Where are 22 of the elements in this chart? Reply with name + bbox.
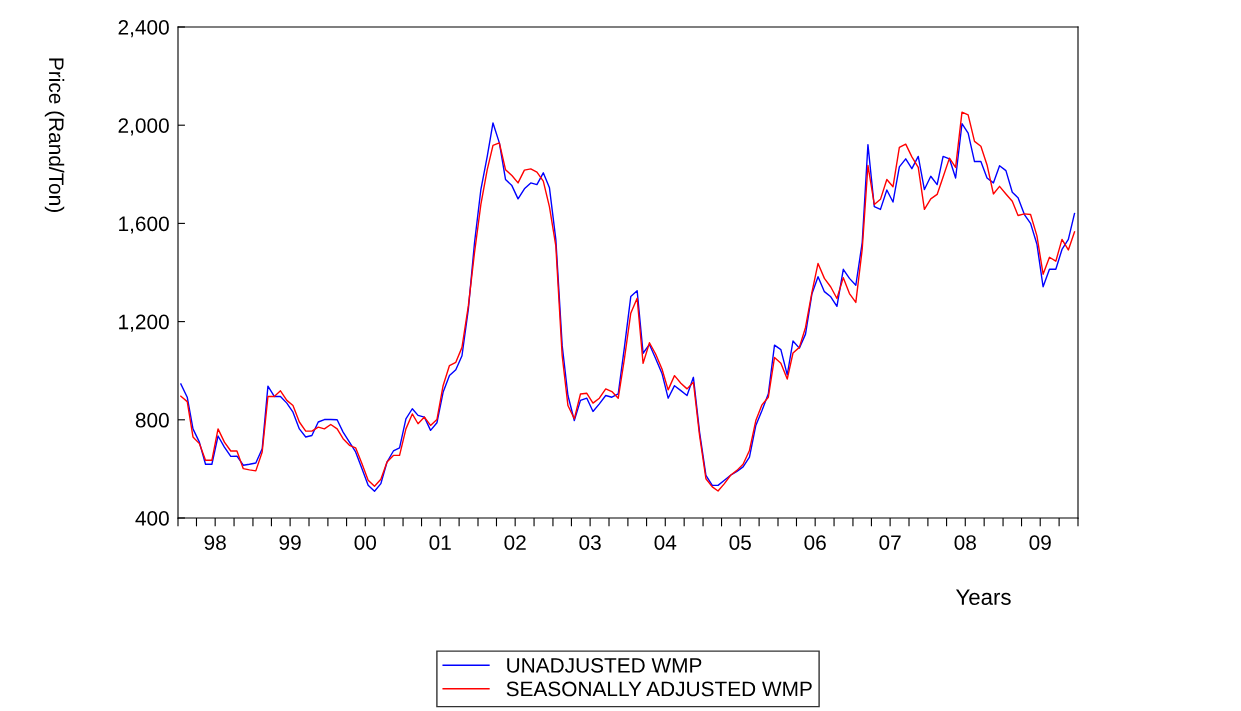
y-tick-label: 1,600 — [119, 216, 169, 234]
x-axis-title: Years — [955, 589, 1011, 605]
legend-label: UNADJUSTED WMP — [507, 657, 702, 673]
x-tick-label: 06 — [804, 535, 826, 550]
y-tick-label: 2,400 — [118, 20, 169, 38]
x-tick-label: 03 — [579, 535, 601, 550]
y-tick-label: 1,200 — [119, 314, 169, 332]
y-tick-label: 400 — [135, 511, 169, 526]
x-tick-label: 04 — [654, 535, 677, 550]
x-tick-label: 98 — [204, 535, 226, 550]
x-tick-label: 09 — [1029, 535, 1051, 550]
x-tick-label: 02 — [504, 535, 526, 550]
x-tick-label: 08 — [954, 535, 976, 550]
x-tick-label: 01 — [429, 535, 451, 550]
legend-label: SEASONALLY ADJUSTED WMP — [506, 681, 812, 697]
y-tick-label: 800 — [135, 412, 169, 428]
x-tick-label: 07 — [879, 535, 901, 550]
x-tick-label: 05 — [729, 535, 751, 550]
y-tick-label: 2,000 — [118, 118, 169, 136]
x-tick-label: 00 — [354, 535, 377, 550]
x-tick-label: 99 — [279, 535, 301, 550]
y-axis-title: Price (Rand/Ton) — [44, 58, 65, 212]
